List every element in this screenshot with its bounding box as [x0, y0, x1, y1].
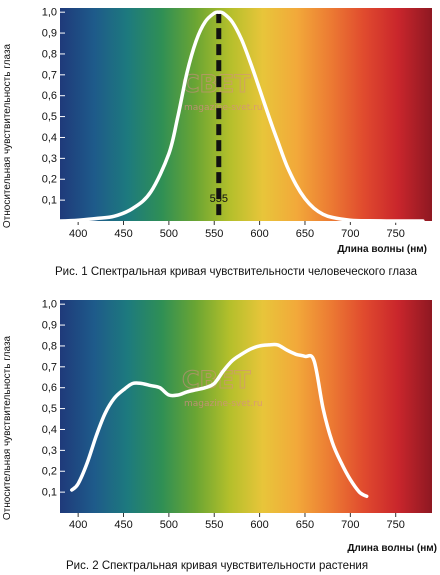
figure-caption: Рис. 1 Спектральная кривая чувствительно…: [55, 266, 418, 278]
y-tick-label: 1,0: [42, 299, 57, 311]
y-axis-label: Относительная чувствительность глаза: [2, 43, 13, 228]
y-tick-label: 0,2: [42, 466, 57, 478]
y-tick-label: 0,3: [42, 445, 57, 457]
x-tick-label: 750: [387, 519, 405, 531]
y-tick-label: 0,8: [42, 340, 57, 352]
spectrum-background: [60, 300, 432, 513]
x-tick-label: 400: [69, 519, 87, 531]
x-tick-label: 750: [387, 228, 405, 240]
watermark-site: magazine-svet.ru: [184, 399, 263, 409]
y-tick-label: 0,1: [42, 195, 57, 207]
x-tick-label: 650: [296, 228, 314, 240]
y-tick-label: 0,1: [42, 487, 57, 499]
y-tick-label: 0,5: [42, 111, 57, 123]
watermark-site: magazine-svet.ru: [184, 103, 263, 113]
y-tick-label: 0,7: [42, 361, 57, 373]
y-tick-label: 0,9: [42, 320, 57, 332]
x-tick-label: 400: [69, 228, 87, 240]
x-tick-label: 600: [250, 519, 268, 531]
y-tick-label: 0,5: [42, 403, 57, 415]
y-tick-label: 0,9: [42, 28, 57, 40]
x-tick-label: 700: [341, 519, 359, 531]
y-tick-label: 0,8: [42, 48, 57, 60]
y-tick-label: 0,6: [42, 382, 57, 394]
x-tick-label: 550: [205, 228, 223, 240]
chart-1: СВЕТmagazine-svet.ru0,10,20,30,40,50,60,…: [2, 7, 432, 278]
y-tick-label: 0,4: [42, 424, 57, 436]
sensitivity-curve: [58, 10, 425, 223]
y-tick-label: 0,4: [42, 132, 57, 144]
x-tick-label: 450: [114, 228, 132, 240]
x-tick-label: 600: [250, 228, 268, 240]
peak-label: 555: [210, 193, 228, 205]
y-tick-label: 0,7: [42, 69, 57, 81]
x-axis-label: Длина волны (нм): [347, 543, 437, 554]
y-tick-label: 0,3: [42, 153, 57, 165]
x-tick-label: 450: [114, 519, 132, 531]
x-axis-label: Длина волны (нм): [337, 244, 427, 255]
y-tick-label: 1,0: [42, 7, 57, 19]
y-tick-label: 0,6: [42, 90, 57, 102]
spectrum-background: [60, 8, 432, 221]
y-tick-label: 0,2: [42, 174, 57, 186]
y-axis-label: Относительная чувствительность глаза: [2, 335, 13, 520]
sensitivity-curve: [70, 342, 369, 499]
x-tick-label: 700: [341, 228, 359, 240]
x-tick-label: 500: [160, 228, 178, 240]
x-tick-label: 500: [160, 519, 178, 531]
chart-2: СВЕТmagazine-svet.ru0,10,20,30,40,50,60,…: [2, 299, 437, 572]
x-tick-label: 550: [205, 519, 223, 531]
x-tick-label: 650: [296, 519, 314, 531]
figure-caption: Рис. 2 Спектральная кривая чувствительно…: [66, 560, 368, 572]
